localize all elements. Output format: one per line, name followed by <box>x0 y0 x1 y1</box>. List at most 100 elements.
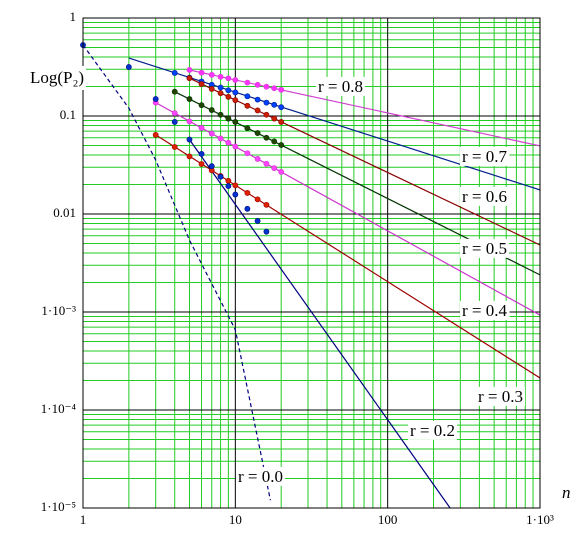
data-point <box>171 70 178 76</box>
data-point <box>263 111 270 118</box>
series-label-bg <box>408 420 457 440</box>
data-point <box>271 85 278 92</box>
y-axis-label: Log(P₂) <box>30 68 84 87</box>
data-point <box>208 86 215 92</box>
data-point <box>271 165 278 172</box>
x-tick-label: 1·10³ <box>526 512 554 527</box>
data-point <box>278 168 285 175</box>
series-label: r = 0.8 <box>318 77 363 96</box>
data-point <box>208 163 215 170</box>
data-point <box>186 96 193 102</box>
series-label: r = 0.5 <box>462 239 507 258</box>
data-point <box>217 90 224 97</box>
x-tick-label: 10 <box>229 512 242 527</box>
data-point <box>263 201 270 208</box>
data-point <box>198 102 205 109</box>
data-point <box>232 89 239 96</box>
data-point <box>278 142 285 148</box>
data-point <box>217 135 224 142</box>
data-point <box>244 150 251 157</box>
data-point <box>254 155 261 162</box>
data-point <box>271 101 278 108</box>
data-point <box>152 132 159 138</box>
y-label-bg <box>28 66 86 90</box>
data-point <box>232 182 239 189</box>
data-point <box>254 107 261 114</box>
series-lines <box>83 44 540 508</box>
data-point <box>225 115 232 122</box>
data-point <box>225 183 232 189</box>
data-point <box>263 99 270 106</box>
data-point <box>278 119 285 125</box>
data-point <box>244 93 251 100</box>
data-point <box>254 81 261 88</box>
x-tick-label: 1 <box>80 512 87 527</box>
x-axis-label: n <box>562 483 571 502</box>
data-point <box>232 119 239 125</box>
data-point <box>171 110 178 117</box>
data-point <box>186 67 193 73</box>
data-point <box>225 139 232 146</box>
y-tick-label: 1·10⁻³ <box>41 303 76 318</box>
data-point <box>171 144 178 150</box>
data-point <box>217 111 224 118</box>
data-point <box>152 96 159 102</box>
data-point <box>225 93 232 100</box>
series-label-bg <box>460 146 510 166</box>
series-label-bg <box>476 386 525 406</box>
data-point <box>186 75 193 82</box>
data-point <box>278 86 285 93</box>
data-point <box>271 138 278 145</box>
data-point <box>271 115 278 122</box>
y-tick-label: 1·10⁻⁵ <box>41 499 76 514</box>
data-point <box>244 190 251 196</box>
data-point <box>232 191 239 198</box>
series-label: r = 0.2 <box>410 421 455 440</box>
data-point <box>171 119 178 125</box>
data-point <box>263 228 270 235</box>
data-point <box>232 77 239 83</box>
y-tick-label: 0.1 <box>60 107 76 122</box>
series-label: r = 0.3 <box>478 387 523 406</box>
data-point <box>198 161 205 167</box>
data-point <box>208 130 215 137</box>
data-point <box>225 177 232 184</box>
data-point <box>225 75 232 82</box>
data-point <box>186 153 193 160</box>
data-point <box>232 143 239 150</box>
data-point <box>125 64 132 70</box>
y-tick-label: 1·10⁻⁴ <box>41 401 77 416</box>
data-point <box>198 151 205 157</box>
grid <box>82 17 541 509</box>
data-point <box>208 71 215 78</box>
series-label: r = 0.4 <box>462 301 507 320</box>
data-point <box>278 104 285 111</box>
data-point <box>263 134 270 141</box>
data-point <box>217 84 224 91</box>
data-point <box>217 173 224 180</box>
data-point <box>244 205 251 212</box>
data-point <box>198 69 205 76</box>
series-label-bg <box>460 186 509 206</box>
data-point <box>244 125 251 132</box>
data-point <box>263 160 270 167</box>
data-point <box>254 196 261 203</box>
data-point <box>186 118 193 125</box>
data-point <box>198 81 205 87</box>
data-point <box>225 87 232 94</box>
data-point <box>263 83 270 90</box>
plot-frame <box>82 17 541 509</box>
x-tick-label: 100 <box>378 512 398 527</box>
data-point <box>186 136 193 143</box>
series-label-bg <box>460 300 510 320</box>
series-label: r = 0.7 <box>462 147 507 166</box>
data-point <box>254 130 261 136</box>
data-point <box>217 73 224 80</box>
data-point <box>208 107 215 113</box>
series-label-bg <box>460 238 509 258</box>
data-point <box>254 218 261 224</box>
data-point <box>232 97 239 104</box>
y-tick-label: 1 <box>70 9 77 24</box>
data-point <box>244 79 251 86</box>
